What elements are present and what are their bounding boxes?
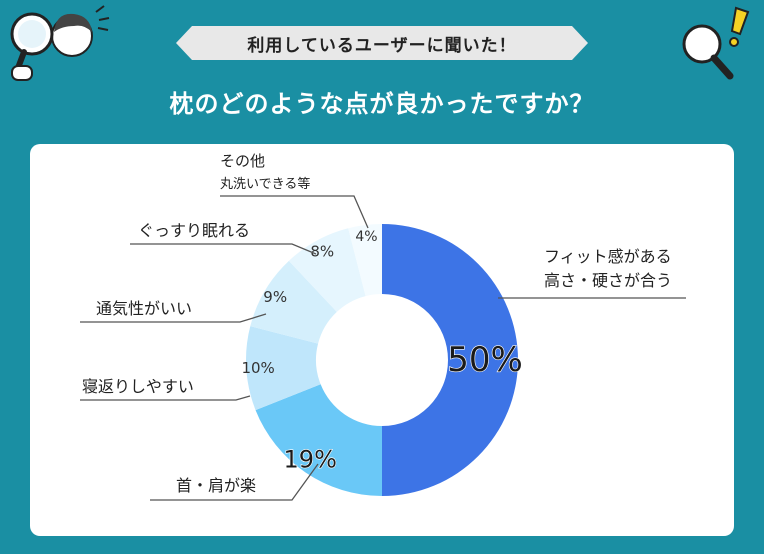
- slice-value-label-4: 8%: [310, 242, 334, 260]
- leader-line-2: [80, 395, 251, 401]
- slice-value-label-1: 19%: [284, 446, 337, 474]
- slice-category-label-3-0: 通気性がいい: [96, 299, 192, 318]
- banner-text: 利用しているユーザーに聞いた！: [247, 35, 517, 56]
- donut-slice-1: [255, 384, 382, 496]
- survey-banner: 利用しているユーザーに聞いた！: [176, 26, 588, 60]
- slice-value-label-0: 50%: [447, 340, 523, 380]
- slice-category-label-5-0: その他: [220, 152, 265, 170]
- donut-slice-4: [288, 228, 366, 312]
- slice-category-label-1-0: 首・肩が楽: [176, 476, 256, 495]
- donut-slice-2: [246, 326, 321, 411]
- slice-category-label-2-0: 寝返りしやすい: [82, 377, 194, 396]
- page-title: 枕のどのような点が良かったですか？: [169, 90, 595, 118]
- leader-line-4: [130, 243, 317, 255]
- slice-value-label-2: 10%: [241, 359, 274, 377]
- leader-line-1: [150, 463, 319, 501]
- donut-slice-3: [250, 260, 337, 344]
- slice-value-label-5: 4%: [355, 229, 377, 245]
- person-with-magnifier-icon: [10, 5, 110, 81]
- slice-category-label-5-1: 丸洗いできる等: [220, 176, 310, 192]
- leader-line-3: [80, 313, 267, 323]
- slice-category-label-0-0: フィット感がある: [544, 247, 672, 266]
- slice-category-label-0-1: 高さ・硬さが合う: [544, 271, 672, 290]
- donut-slice-5: [348, 224, 382, 297]
- slice-category-label-4-0: ぐっすり眠れる: [138, 221, 250, 240]
- magnifier-exclamation-icon: [682, 6, 750, 80]
- chart-card: 50% フィット感がある 高さ・硬さが合う 19% 首・肩が楽 10% 寝返りしやすい 9% 通…: [30, 144, 734, 536]
- leader-line-5: [220, 195, 369, 229]
- donut-slice-0: [382, 224, 518, 496]
- slice-value-label-3: 9%: [263, 288, 287, 306]
